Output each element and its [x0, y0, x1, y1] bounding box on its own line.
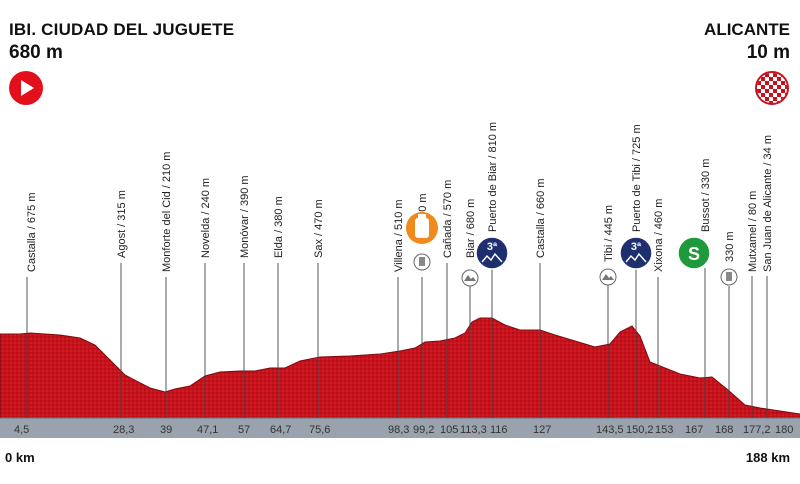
climb-category-text: 3ª [487, 241, 498, 253]
waypoint-lines [26, 263, 768, 418]
waypoint-label: Bussot / 330 m [700, 159, 712, 232]
km-label: 98,3 [388, 424, 409, 436]
km-label: 64,7 [270, 424, 291, 436]
km-label: 28,3 [113, 424, 134, 436]
waypoint-label: Tibi / 445 m [603, 205, 615, 262]
sprint-badge: S [677, 236, 711, 270]
km-label: 177,2 [743, 424, 771, 436]
waypoint-label: Sax / 470 m [313, 199, 325, 258]
waypoint-label: Agost / 315 m [116, 190, 128, 258]
km-label: 153 [655, 424, 673, 436]
waypoint-label: Puerto de Biar / 810 m [487, 122, 499, 232]
start-play-icon [9, 71, 43, 105]
waypoint-label: Mutxamel / 80 m [747, 191, 759, 272]
km-label: 39 [160, 424, 172, 436]
start-distance: 0 km [5, 450, 35, 465]
waypoint-label: Elda / 380 m [273, 196, 285, 258]
water-bottle-icon [720, 268, 738, 286]
finish-altitude: 10 m [746, 42, 790, 63]
waypoint-label: Cañada / 570 m [442, 180, 454, 258]
km-label: 143,5 [596, 424, 624, 436]
km-label: 57 [238, 424, 250, 436]
waypoint-label: Castalla / 675 m [26, 193, 38, 272]
waypoint-label: Villena / 510 m [393, 199, 405, 272]
waypoint-label: Puerto de Tibi / 725 m [631, 124, 643, 232]
finish-checkered-flag-icon [755, 71, 789, 105]
waypoint-label: Xixona / 460 m [653, 199, 665, 272]
waypoint-label: Novelda / 240 m [200, 178, 212, 258]
km-label: 150,2 [626, 424, 654, 436]
waypoint-label: 330 m [724, 231, 736, 262]
climb-small-icon [599, 268, 617, 286]
km-label: 47,1 [197, 424, 218, 436]
km-label: 167 [685, 424, 703, 436]
feed-zone-icon [406, 212, 438, 244]
profile-area [0, 317, 800, 419]
start-city-name: IBI. CIUDAD DEL JUGUETE [9, 20, 235, 39]
waypoint-label: Castalla / 660 m [535, 179, 547, 258]
km-label: 99,2 [413, 424, 434, 436]
climb-category-text: 3ª [631, 241, 642, 253]
climb-category-badge: 3ª [475, 236, 509, 270]
km-label: 75,6 [309, 424, 330, 436]
km-label: 105 [440, 424, 458, 436]
climb-category-badge: 3ª [619, 236, 653, 270]
climb-small-icon [461, 269, 479, 287]
km-label: 113,3 [460, 424, 487, 436]
finish-city-name: ALICANTE [704, 20, 790, 39]
waypoint-label: Biar / 680 m [465, 199, 477, 258]
km-label: 180 [775, 424, 793, 436]
km-label: 168 [715, 424, 733, 436]
finish-distance: 188 km [745, 450, 790, 465]
waypoint-label: Monforte del Cid / 210 m [161, 152, 173, 272]
waypoint-label: San Juan de Alicante / 34 m [762, 135, 774, 272]
km-label: 116 [490, 424, 508, 436]
km-label: 4,5 [14, 424, 29, 436]
start-altitude: 680 m [9, 42, 63, 63]
sprint-badge-text: S [688, 244, 700, 264]
waypoint-label: Monóvar / 390 m [239, 175, 251, 258]
km-label: 127 [533, 424, 551, 436]
km-axis-band [0, 418, 800, 438]
water-bottle-icon [413, 253, 431, 271]
